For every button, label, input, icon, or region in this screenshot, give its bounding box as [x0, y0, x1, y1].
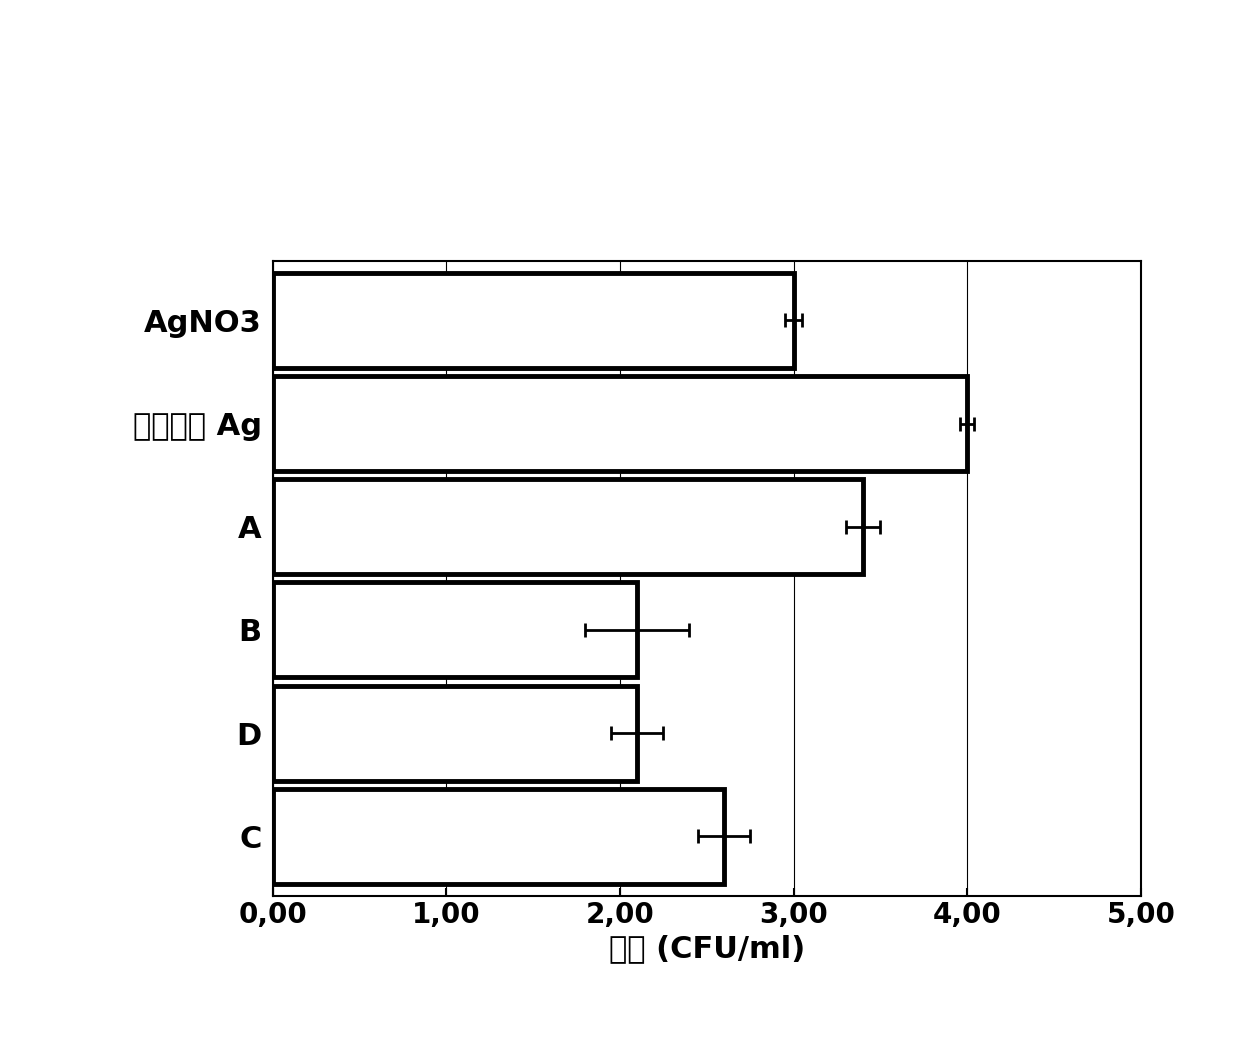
Bar: [273, 686, 637, 780]
Bar: [273, 376, 967, 471]
Bar: [273, 273, 794, 368]
X-axis label: 对数 (CFU/ml): 对数 (CFU/ml): [609, 935, 805, 964]
Bar: [273, 582, 637, 677]
Bar: [273, 789, 724, 884]
Bar: [273, 479, 863, 574]
